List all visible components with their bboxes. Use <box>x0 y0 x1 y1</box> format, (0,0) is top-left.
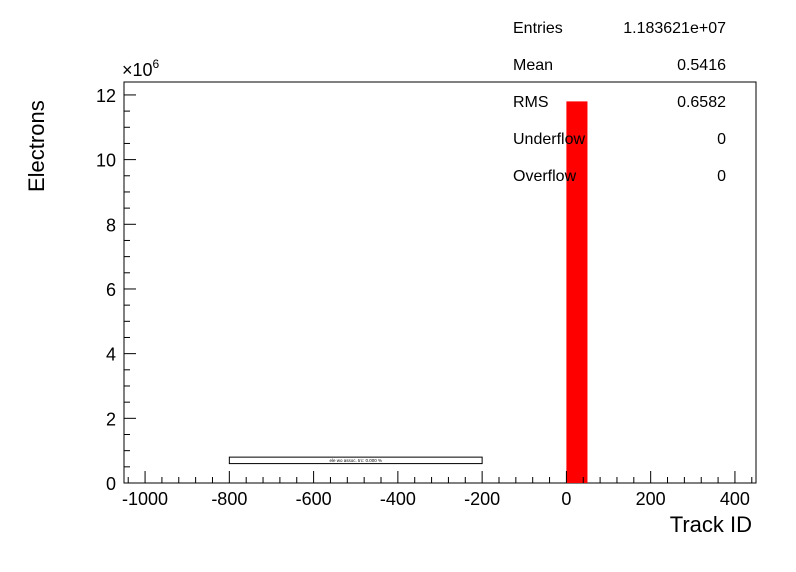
legend-box-text: ele wo assoc. trc: 0.000 % <box>329 458 382 463</box>
x-tick-label: -400 <box>380 489 416 509</box>
stats-value: 0.5416 <box>677 57 726 74</box>
x-tick-label: 0 <box>561 489 571 509</box>
stats-row-rms: RMS 0.6582 <box>500 94 740 114</box>
stats-value: 0 <box>717 168 726 185</box>
y-tick-label: 10 <box>96 151 116 171</box>
x-tick-label: 200 <box>636 489 666 509</box>
x-tick-label: -1000 <box>122 489 168 509</box>
legend-box: ele wo assoc. trc: 0.000 % <box>228 456 483 465</box>
stats-value: 0.6582 <box>677 94 726 111</box>
stats-row-underflow: Underflow 0 <box>500 131 740 151</box>
y-axis-title: Electrons <box>24 100 49 192</box>
stats-label: Entries <box>513 20 563 37</box>
stats-row-mean: Mean 0.5416 <box>500 57 740 77</box>
plot-frame <box>123 81 757 484</box>
stats-label: Mean <box>513 57 554 74</box>
x-tick-label: -200 <box>464 489 500 509</box>
y-tick-label: 4 <box>106 345 116 365</box>
x-ticks: -1000 -800 -600 -400 -200 0 200 400 <box>122 471 753 509</box>
y-ticks: 0 2 4 6 8 10 12 <box>96 86 136 494</box>
x-axis-title: Track ID <box>670 512 752 537</box>
stats-value: 0 <box>717 131 726 148</box>
x-tick-label: 400 <box>720 489 750 509</box>
y-tick-label: 12 <box>96 86 116 106</box>
x-tick-label: -800 <box>211 489 247 509</box>
stats-value: 1.183621e+07 <box>623 20 726 37</box>
stats-row-overflow: Overflow 0 <box>500 168 740 188</box>
y-tick-label: 0 <box>106 474 116 494</box>
y-tick-label: 2 <box>106 409 116 429</box>
bar-0 <box>566 101 588 483</box>
y-multiplier-label: ×106 <box>122 57 160 80</box>
stats-row-entries: Entries 1.183621e+07 <box>500 20 740 40</box>
x-tick-label: -600 <box>296 489 332 509</box>
stats-label: RMS <box>513 94 549 111</box>
stats-label: Underflow <box>513 131 586 148</box>
stats-label: Overflow <box>513 168 577 185</box>
y-tick-label: 6 <box>106 280 116 300</box>
y-tick-label: 8 <box>106 215 116 235</box>
bars-group <box>566 101 588 483</box>
legend-box-frame <box>228 456 483 465</box>
